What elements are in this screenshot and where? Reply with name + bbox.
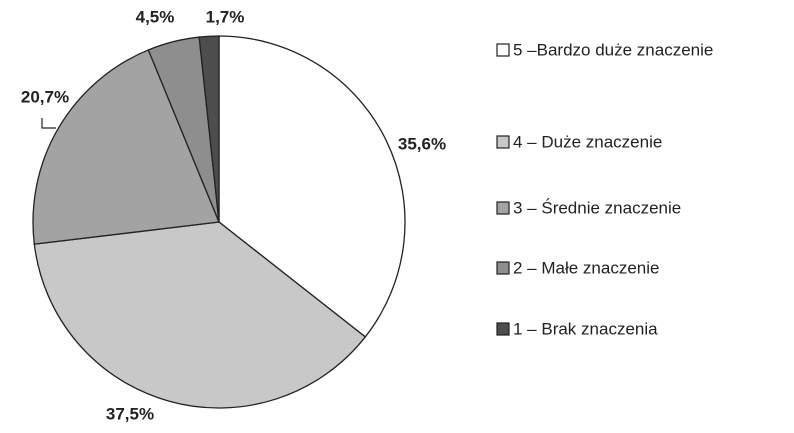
pie-slice (218, 35, 406, 338)
value-label: 1,7% (206, 7, 245, 26)
legend-swatch (496, 261, 510, 275)
legend-label: 5 –Bardzo duże znaczenie (513, 40, 713, 59)
value-label: 37,5% (106, 404, 154, 423)
legend-swatch (496, 43, 510, 57)
legend-label: 2 – Małe znaczenie (513, 258, 659, 277)
value-label: 35,6% (398, 134, 446, 153)
leader-line (41, 118, 56, 129)
legend-label: 4 – Duże znaczenie (513, 132, 662, 151)
legend-label: 1 – Brak znaczenia (513, 319, 658, 338)
legend-label: 3 – Średnie znaczenie (513, 198, 681, 217)
value-label: 4,5% (136, 7, 175, 26)
legend-swatch (496, 201, 510, 215)
pie-slice (198, 35, 220, 223)
legend-swatch (496, 135, 510, 149)
value-label: 20,7% (21, 87, 69, 106)
pie-slice (33, 221, 367, 409)
legend-swatch (496, 322, 510, 336)
pie-slice (32, 49, 220, 245)
